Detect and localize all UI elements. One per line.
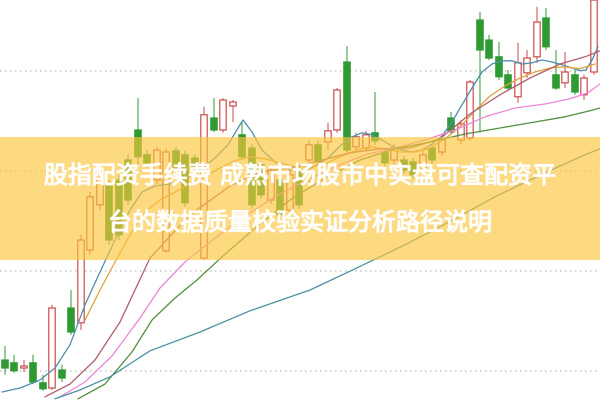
ma-maroon xyxy=(44,50,600,398)
ma-slow-teal xyxy=(54,148,600,400)
candles xyxy=(1,0,598,391)
